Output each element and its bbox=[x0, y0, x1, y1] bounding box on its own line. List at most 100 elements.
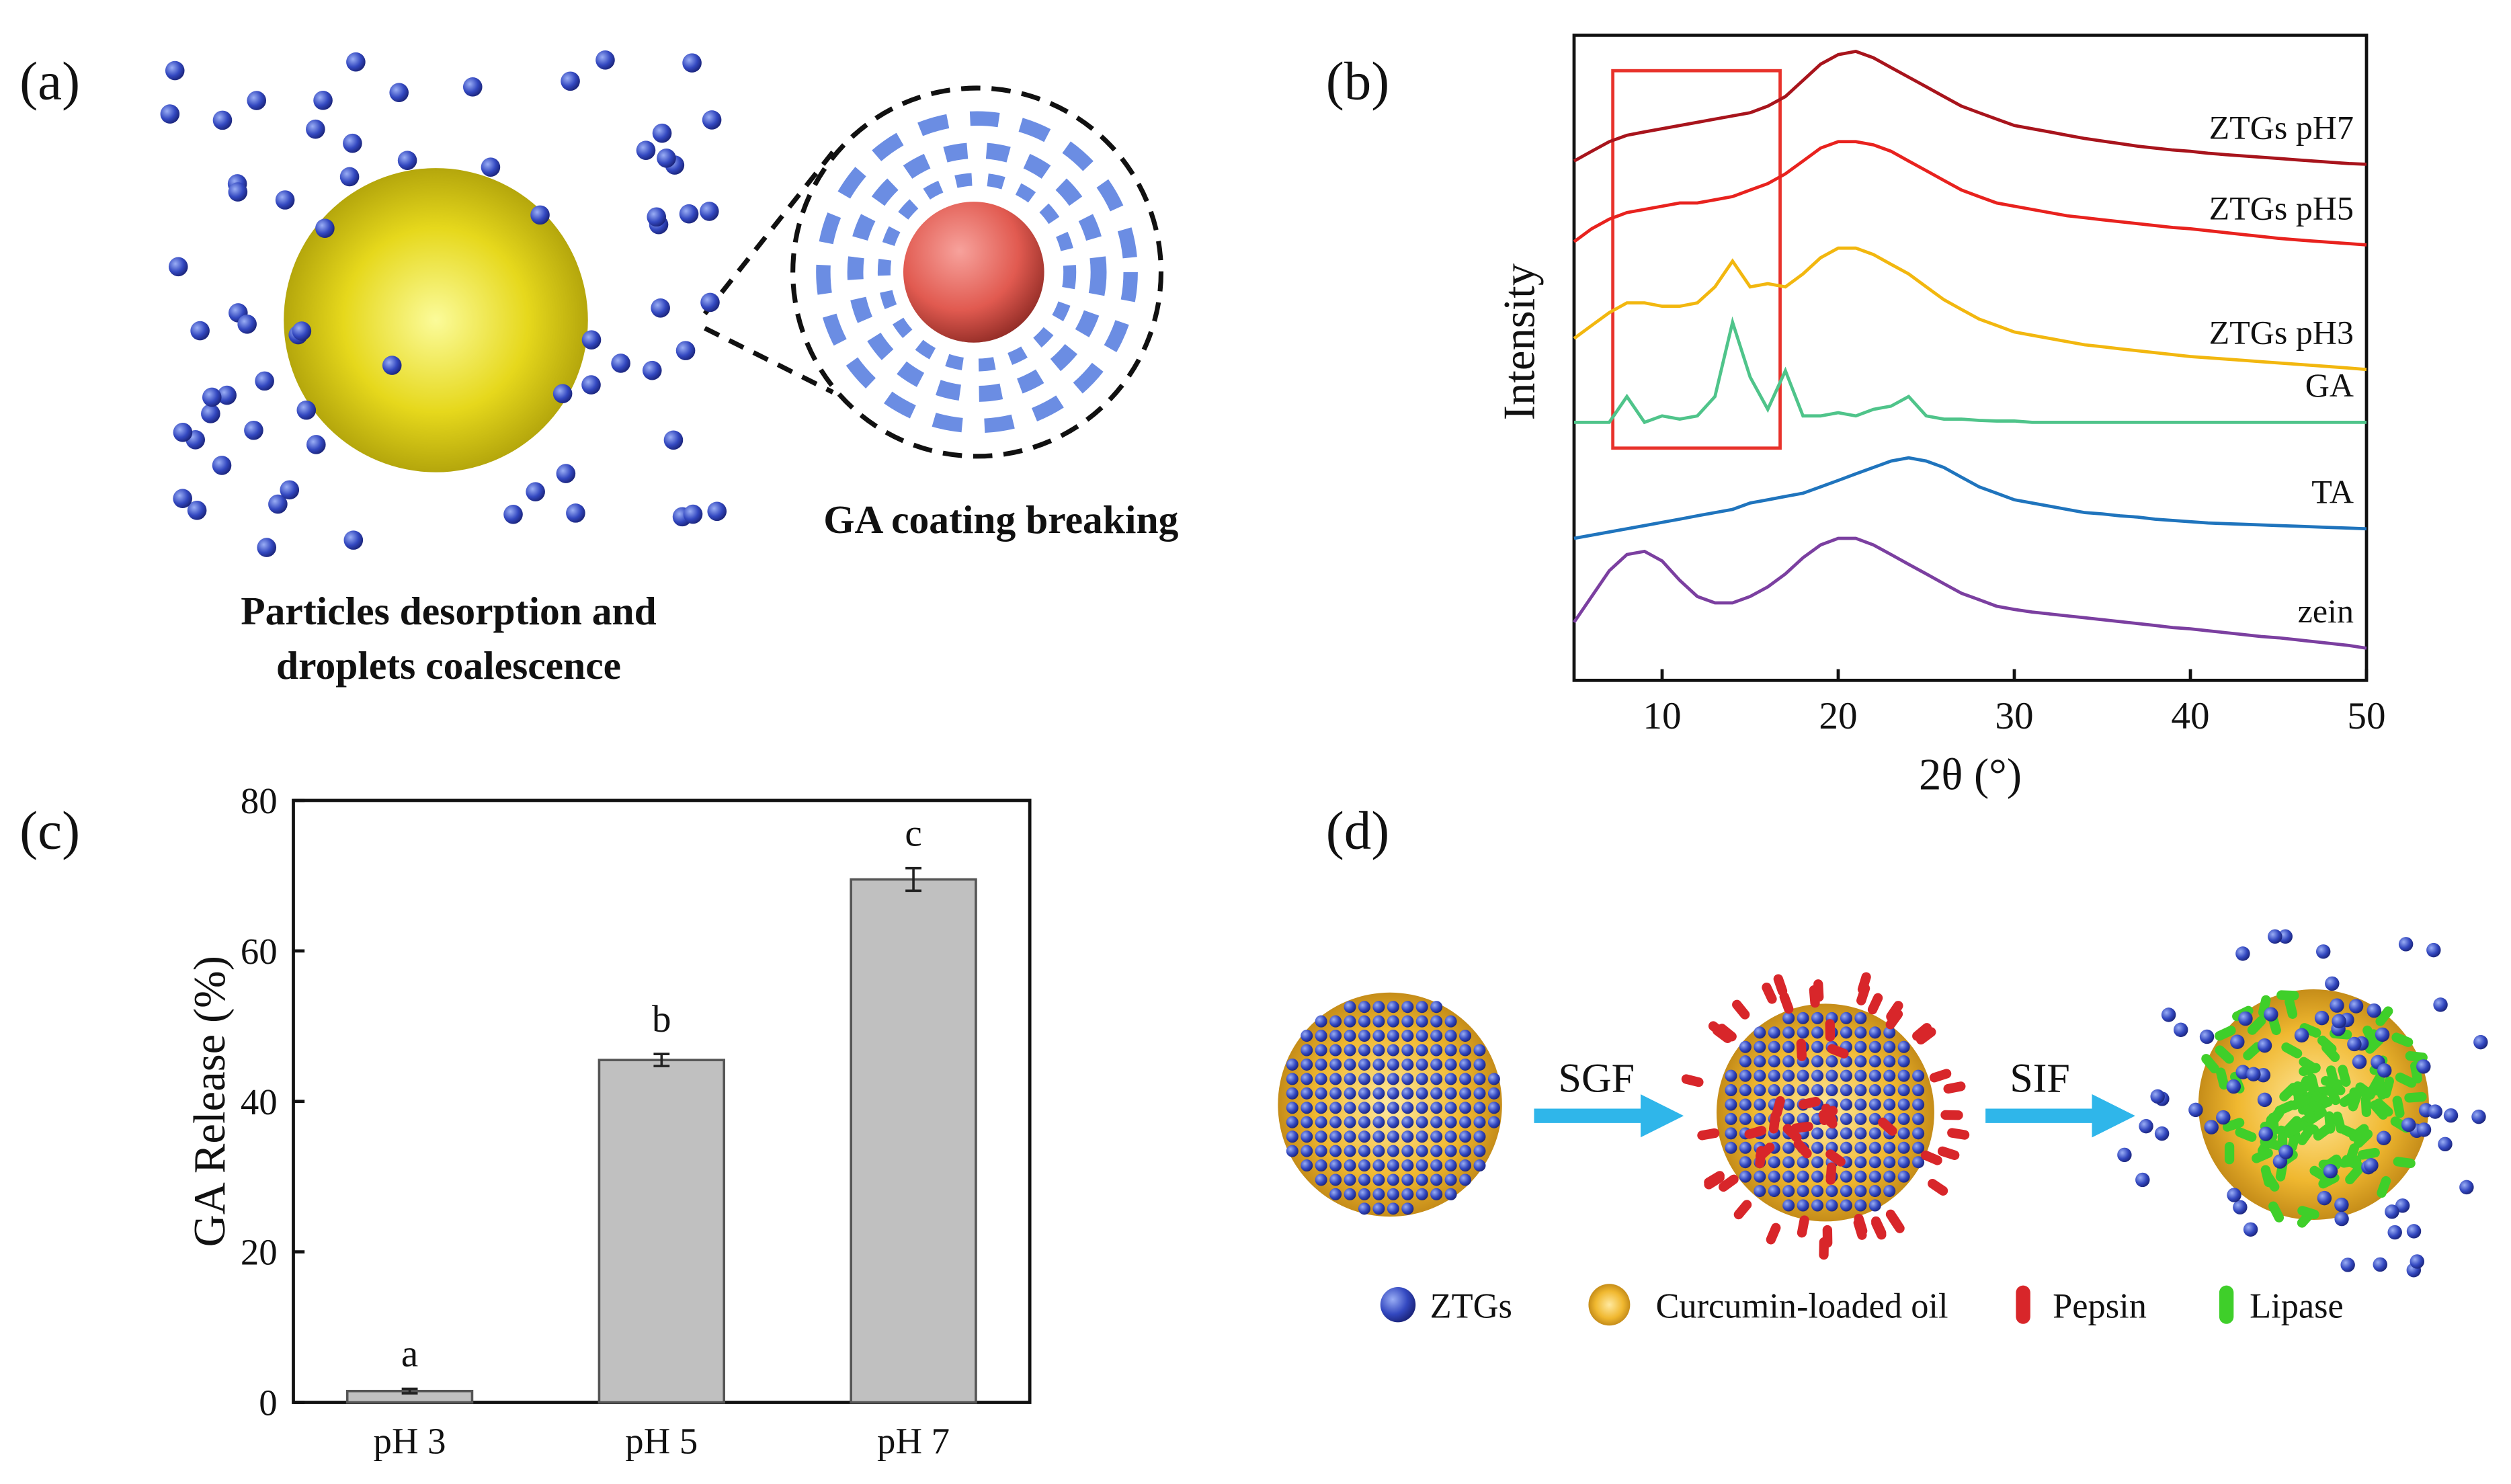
particle bbox=[1401, 1087, 1414, 1100]
particle bbox=[1344, 1087, 1356, 1100]
particle bbox=[1387, 1202, 1399, 1215]
particle bbox=[1739, 1156, 1752, 1169]
particle bbox=[244, 420, 263, 440]
panel-label: (a) bbox=[19, 51, 80, 112]
caption: GA coating breaking bbox=[823, 497, 1178, 542]
particle bbox=[1825, 1127, 1838, 1140]
particle bbox=[1329, 1058, 1342, 1071]
particle bbox=[1315, 1087, 1327, 1100]
particle bbox=[2257, 1092, 2272, 1108]
particle bbox=[1372, 1188, 1385, 1200]
lipase bbox=[2377, 1176, 2391, 1198]
particle bbox=[1811, 1156, 1824, 1169]
particle bbox=[1473, 1102, 1486, 1114]
pepsin bbox=[1732, 999, 1750, 1020]
particle bbox=[2233, 1200, 2248, 1214]
lipase bbox=[2360, 1094, 2372, 1117]
particle bbox=[1329, 1116, 1342, 1128]
particle bbox=[561, 71, 580, 91]
step-label: SIF bbox=[2010, 1055, 2069, 1101]
particle bbox=[2334, 1211, 2349, 1227]
particle bbox=[1358, 1145, 1370, 1157]
particle bbox=[1344, 1159, 1356, 1172]
particle bbox=[1344, 1102, 1356, 1114]
pepsin bbox=[1744, 1126, 1767, 1139]
particle bbox=[702, 110, 722, 130]
particle bbox=[1725, 1141, 1737, 1154]
particle bbox=[1387, 1173, 1399, 1186]
particle bbox=[1387, 1087, 1399, 1100]
particle bbox=[683, 504, 703, 524]
lipase bbox=[2375, 1006, 2393, 1026]
particle bbox=[1459, 1130, 1472, 1143]
particle bbox=[2433, 997, 2448, 1012]
particle bbox=[581, 330, 602, 349]
particle bbox=[2323, 1163, 2338, 1179]
particle bbox=[1868, 1185, 1881, 1198]
pepsin bbox=[1928, 1178, 1948, 1196]
particle bbox=[1473, 1130, 1486, 1143]
particle bbox=[275, 190, 295, 210]
lipase bbox=[2252, 1148, 2273, 1163]
particle bbox=[526, 482, 545, 502]
lipase bbox=[2201, 1054, 2219, 1073]
lipase bbox=[2391, 1032, 2414, 1047]
particle bbox=[1782, 1055, 1795, 1068]
particle bbox=[1387, 1058, 1399, 1071]
particle bbox=[2385, 1204, 2399, 1219]
particle bbox=[1782, 1098, 1795, 1111]
particle bbox=[2443, 1108, 2459, 1123]
particle bbox=[1329, 1130, 1342, 1143]
particle bbox=[1725, 1069, 1737, 1082]
x-tick-label: pH 5 bbox=[625, 1421, 698, 1462]
particle bbox=[1473, 1145, 1486, 1157]
xrd-chart: 10 20 30 40 50 2θ (°) Intensity ZTGs pH7 ZTGs pH… bbox=[1495, 34, 2386, 799]
particle bbox=[1430, 1087, 1443, 1100]
particle bbox=[1854, 1040, 1867, 1053]
zoom-line bbox=[704, 326, 834, 395]
particle bbox=[1444, 1159, 1457, 1172]
highlight-box bbox=[1611, 69, 1782, 450]
particle bbox=[1782, 1170, 1795, 1183]
pepsin bbox=[1719, 1174, 1739, 1192]
particle bbox=[1372, 1087, 1385, 1100]
particle bbox=[1315, 1044, 1327, 1057]
particle bbox=[1415, 1001, 1428, 1014]
particle bbox=[2352, 1055, 2367, 1069]
particle bbox=[1883, 1170, 1896, 1183]
particle bbox=[1344, 1116, 1356, 1128]
particle bbox=[1473, 1058, 1486, 1071]
particle bbox=[1430, 1130, 1443, 1143]
y-tick-label: 0 bbox=[259, 1383, 277, 1424]
particle bbox=[1329, 1159, 1342, 1172]
particle bbox=[1797, 1084, 1809, 1097]
particle bbox=[2330, 998, 2344, 1013]
particle bbox=[1286, 1087, 1299, 1100]
x-tick-label: 50 bbox=[2347, 695, 2385, 737]
particle bbox=[165, 60, 185, 81]
particle bbox=[1372, 1130, 1385, 1143]
series-label: TA bbox=[2311, 473, 2354, 511]
particle bbox=[2428, 1104, 2442, 1119]
particle bbox=[1444, 1188, 1457, 1200]
particle bbox=[1415, 1159, 1428, 1172]
particle bbox=[1344, 1073, 1356, 1085]
particle bbox=[1840, 1069, 1852, 1082]
particle bbox=[1444, 1173, 1457, 1186]
particle bbox=[1897, 1055, 1910, 1068]
particle bbox=[257, 538, 277, 557]
particle bbox=[2161, 1007, 2176, 1022]
legend-text: Pepsin bbox=[2053, 1286, 2147, 1325]
particle bbox=[1401, 1015, 1414, 1028]
particle bbox=[228, 182, 248, 202]
particle bbox=[2246, 1067, 2261, 1081]
particle bbox=[1444, 1116, 1457, 1128]
lipase bbox=[2268, 1201, 2284, 1223]
pepsin bbox=[1779, 992, 1794, 1014]
bar bbox=[598, 1059, 726, 1404]
particle bbox=[1430, 1188, 1443, 1200]
particle bbox=[1868, 1141, 1881, 1154]
pepsin bbox=[1929, 1069, 1952, 1083]
particle bbox=[1315, 1015, 1327, 1028]
particle bbox=[1782, 1084, 1795, 1097]
